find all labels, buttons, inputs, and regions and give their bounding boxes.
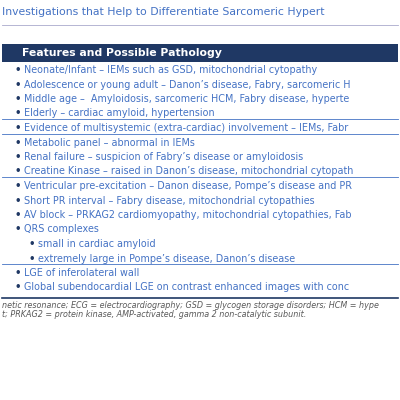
Text: •: •: [14, 282, 20, 292]
Text: •: •: [28, 239, 34, 249]
Text: Short PR interval – Fabry disease, mitochondrial cytopathies: Short PR interval – Fabry disease, mitoc…: [24, 196, 315, 206]
Text: LGE of inferolateral wall: LGE of inferolateral wall: [24, 268, 139, 278]
Text: •: •: [14, 123, 20, 133]
Text: •: •: [14, 268, 20, 278]
Text: •: •: [14, 181, 20, 191]
Text: •: •: [14, 210, 20, 220]
Text: Renal failure – suspicion of Fabry’s disease or amyloidosis: Renal failure – suspicion of Fabry’s dis…: [24, 152, 303, 162]
Text: netic resonance; ECG = electrocardiography; GSD = glycogen storage disorders; HC: netic resonance; ECG = electrocardiograp…: [2, 301, 379, 310]
Text: QRS complexes: QRS complexes: [24, 224, 99, 234]
Text: Features and Possible Pathology: Features and Possible Pathology: [22, 48, 222, 58]
Text: •: •: [14, 65, 20, 75]
Text: Neonate/Infant – IEMs such as GSD, mitochondrial cytopathy: Neonate/Infant – IEMs such as GSD, mitoc…: [24, 65, 317, 75]
Text: Global subendocardial LGE on contrast enhanced images with conc: Global subendocardial LGE on contrast en…: [24, 282, 349, 292]
Text: •: •: [28, 254, 34, 264]
Text: Evidence of multisystemic (extra-cardiac) involvement – IEMs, Fabr: Evidence of multisystemic (extra-cardiac…: [24, 123, 348, 133]
Text: •: •: [14, 94, 20, 104]
Text: Ventricular pre-excitation – Danon disease, Pompe’s disease and PR: Ventricular pre-excitation – Danon disea…: [24, 181, 352, 191]
Text: Middle age –  Amyloidosis, sarcomeric HCM, Fabry disease, hyperte: Middle age – Amyloidosis, sarcomeric HCM…: [24, 94, 349, 104]
Text: extremely large in Pompe’s disease, Danon’s disease: extremely large in Pompe’s disease, Dano…: [38, 254, 295, 264]
Text: Adolescence or young adult – Danon’s disease, Fabry, sarcomeric H: Adolescence or young adult – Danon’s dis…: [24, 80, 350, 90]
Text: Creatine Kinase – raised in Danon’s disease, mitochondrial cytopath: Creatine Kinase – raised in Danon’s dise…: [24, 166, 353, 176]
Text: •: •: [14, 196, 20, 206]
Text: •: •: [14, 224, 20, 234]
Text: •: •: [14, 108, 20, 118]
Text: •: •: [14, 138, 20, 148]
Text: small in cardiac amyloid: small in cardiac amyloid: [38, 239, 156, 249]
Text: Investigations that Help to Differentiate Sarcomeric Hypert: Investigations that Help to Differentiat…: [2, 7, 324, 17]
Bar: [2, 44, 398, 62]
Text: •: •: [14, 152, 20, 162]
Text: t; PRKAG2 = protein kinase, AMP-activated, gamma 2 non-catalytic subunit.: t; PRKAG2 = protein kinase, AMP-activate…: [2, 310, 306, 319]
Text: •: •: [14, 80, 20, 90]
Text: Elderly – cardiac amyloid, hypertension: Elderly – cardiac amyloid, hypertension: [24, 108, 215, 118]
Text: AV block – PRKAG2 cardiomyopathy, mitochondrial cytopathies, Fab: AV block – PRKAG2 cardiomyopathy, mitoch…: [24, 210, 352, 220]
Text: Metabolic panel – abnormal in IEMs: Metabolic panel – abnormal in IEMs: [24, 138, 195, 148]
Text: •: •: [14, 166, 20, 176]
